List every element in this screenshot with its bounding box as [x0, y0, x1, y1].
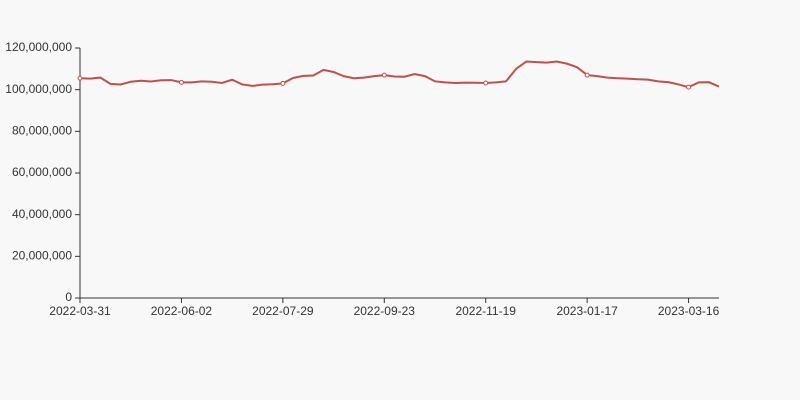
x-tick-label: 2022-03-31: [49, 304, 111, 318]
y-tick-label: 60,000,000: [12, 165, 72, 179]
y-tick-label: 100,000,000: [5, 82, 72, 96]
y-tick-label: 20,000,000: [12, 249, 72, 263]
y-tick-label: 0: [65, 290, 72, 304]
x-tick-label: 2023-01-17: [556, 304, 618, 318]
x-tick-label: 2023-03-16: [658, 304, 720, 318]
data-point: [381, 72, 387, 78]
data-point: [178, 79, 184, 85]
x-tick-label: 2022-06-02: [151, 304, 213, 318]
data-line: [79, 60, 720, 89]
y-tick-label: 80,000,000: [12, 124, 72, 138]
data-point: [483, 80, 489, 86]
data-point: [584, 72, 590, 78]
y-tick-label: 120,000,000: [5, 40, 72, 54]
x-tick-label: 2022-07-29: [252, 304, 314, 318]
x-tick-label: 2022-11-19: [455, 304, 516, 318]
data-point: [686, 84, 692, 90]
data-point: [77, 75, 83, 81]
y-tick-label: 40,000,000: [12, 207, 72, 221]
data-point: [280, 80, 286, 86]
x-tick-label: 2022-09-23: [354, 304, 416, 318]
